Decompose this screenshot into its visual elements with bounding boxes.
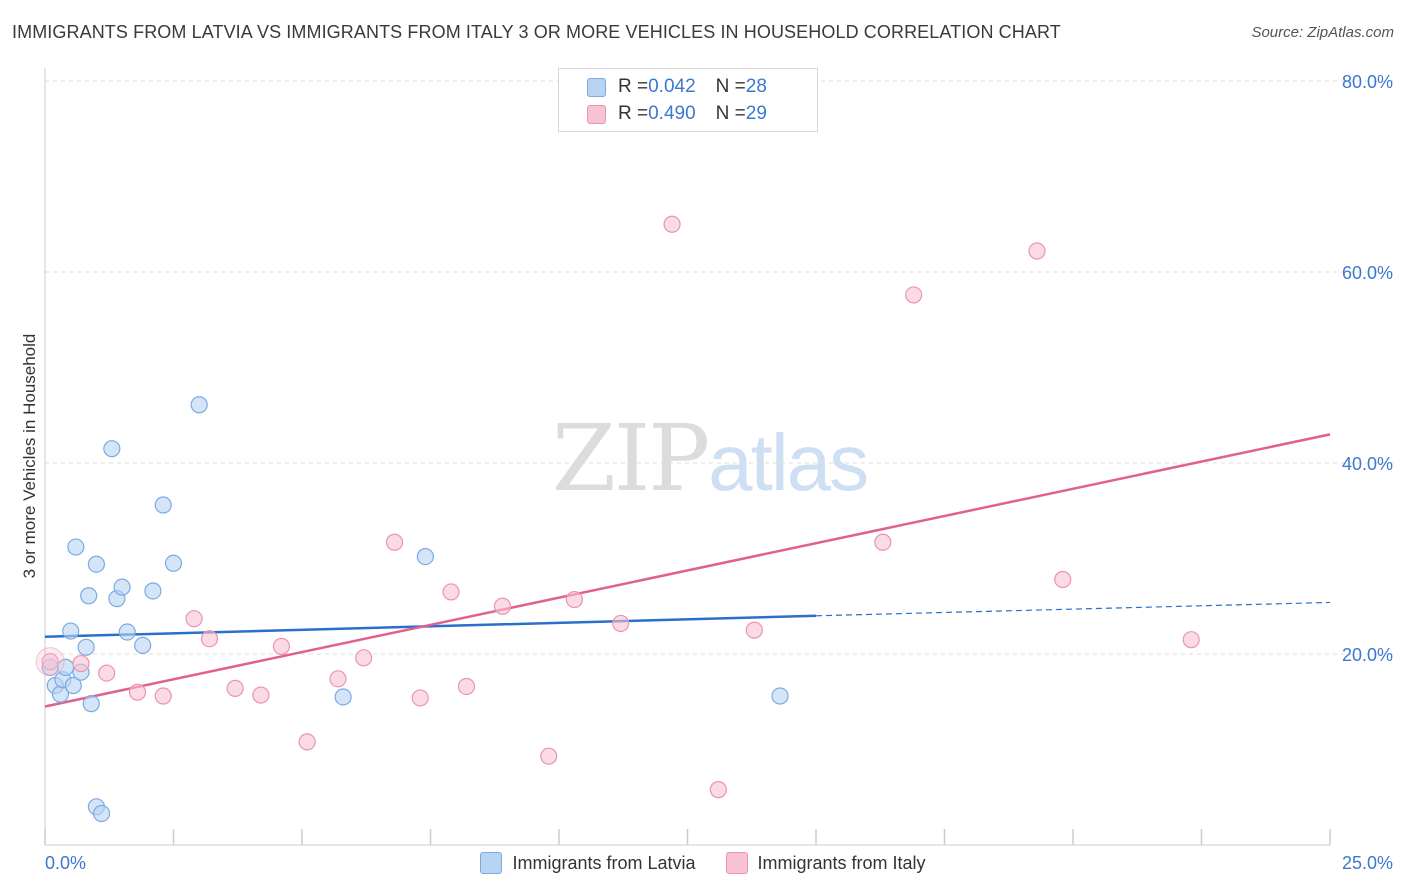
latvia-swatch	[587, 77, 606, 97]
latvia-legend-swatch	[480, 852, 503, 874]
latvia-point	[67, 538, 85, 556]
italy-point	[41, 653, 59, 671]
latvia-point	[164, 554, 183, 572]
latvia-point	[113, 578, 131, 596]
y-tick-label: 40.0%	[1342, 454, 1393, 474]
latvia-point	[80, 587, 98, 605]
latvia-point	[62, 622, 80, 640]
y-tick-label: 80.0%	[1342, 72, 1393, 92]
latvia-point	[771, 687, 789, 705]
x-tick-label-min: 0.0%	[45, 853, 86, 873]
n-label: N =	[715, 103, 746, 124]
y-tick-label: 60.0%	[1342, 263, 1393, 283]
italy-point	[493, 597, 512, 615]
series-legend: Immigrants from Latvia Immigrants from I…	[0, 852, 1406, 874]
r-label: R =	[618, 103, 649, 124]
legend-label-italy: Immigrants from Italy	[757, 852, 926, 873]
italy-point	[457, 677, 476, 696]
legend-label-latvia: Immigrants from Latvia	[512, 852, 696, 873]
latvia-point	[190, 396, 208, 414]
italy-point	[565, 590, 584, 609]
n-value-latvia: 28	[745, 76, 767, 97]
italy-point	[905, 286, 923, 304]
r-label: R =	[618, 76, 649, 97]
latvia-point	[82, 695, 100, 713]
italy-point	[540, 747, 558, 765]
watermark-zip: ZIP	[552, 405, 710, 512]
chart-title: IMMIGRANTS FROM LATVIA VS IMMIGRANTS FRO…	[12, 22, 1061, 42]
italy-point	[745, 621, 763, 639]
latvia-trend-extension	[815, 601, 1331, 617]
n-label: N =	[715, 76, 746, 97]
italy-point	[411, 689, 429, 707]
latvia-trend-line	[44, 614, 817, 639]
italy-trend-line	[44, 433, 1331, 708]
italy-point	[1182, 631, 1200, 649]
r-value-italy: 0.490	[648, 103, 696, 124]
italy-point	[385, 533, 404, 551]
italy-point	[355, 649, 373, 667]
italy-point	[128, 683, 147, 701]
latvia-point	[92, 804, 111, 823]
italy-point	[185, 610, 203, 628]
italy-point	[709, 781, 727, 799]
italy-point	[35, 647, 65, 677]
latvia-point	[118, 623, 136, 641]
gridlines	[45, 80, 1393, 655]
italy-point	[1028, 242, 1046, 260]
latvia-point	[134, 636, 152, 655]
italy-point	[874, 533, 892, 551]
n-value-italy: 29	[745, 103, 767, 124]
r-value-latvia: 0.042	[648, 76, 696, 97]
italy-point	[612, 614, 630, 633]
data-points	[35, 215, 1200, 823]
legend-row-latvia: R = 0.042 N = 28	[587, 74, 767, 100]
zipatlas-watermark: ZIPatlas	[552, 405, 869, 512]
italy-point	[98, 664, 116, 682]
latvia-point	[77, 638, 95, 656]
latvia-point	[154, 496, 172, 514]
trend-lines	[44, 433, 1331, 708]
italy-point	[298, 733, 316, 751]
latvia-point	[334, 688, 352, 706]
tick-labels: 20.0% 40.0% 60.0% 80.0% 0.0% 25.0%	[45, 72, 1393, 873]
italy-legend-swatch	[725, 852, 748, 874]
latvia-point	[87, 555, 106, 573]
legend-row-italy: R = 0.490 N = 29	[587, 101, 767, 127]
italy-swatch	[587, 104, 606, 124]
italy-point	[1054, 570, 1072, 589]
italy-point	[252, 686, 270, 704]
latvia-point	[103, 440, 121, 458]
stats-legend: R = 0.042 N = 28 R = 0.490 N = 29	[558, 68, 818, 132]
axes	[44, 68, 1331, 846]
source-label: Source: ZipAtlas.com	[1251, 24, 1394, 41]
x-tick-label-max: 25.0%	[1342, 853, 1393, 873]
latvia-point	[144, 582, 162, 600]
italy-point	[663, 215, 681, 233]
y-axis-label: 3 or more Vehicles in Household	[20, 333, 39, 579]
italy-point	[329, 670, 347, 688]
italy-point	[226, 679, 244, 697]
legend-item-latvia: Immigrants from Latvia	[480, 852, 696, 874]
legend-item-italy: Immigrants from Italy	[725, 852, 926, 874]
y-tick-label: 20.0%	[1342, 645, 1393, 665]
italy-point	[200, 630, 219, 648]
latvia-point	[416, 547, 434, 566]
italy-point	[442, 583, 460, 601]
italy-point	[272, 637, 291, 655]
latvia-point	[64, 676, 82, 695]
italy-point	[154, 687, 172, 705]
italy-point	[72, 654, 90, 673]
